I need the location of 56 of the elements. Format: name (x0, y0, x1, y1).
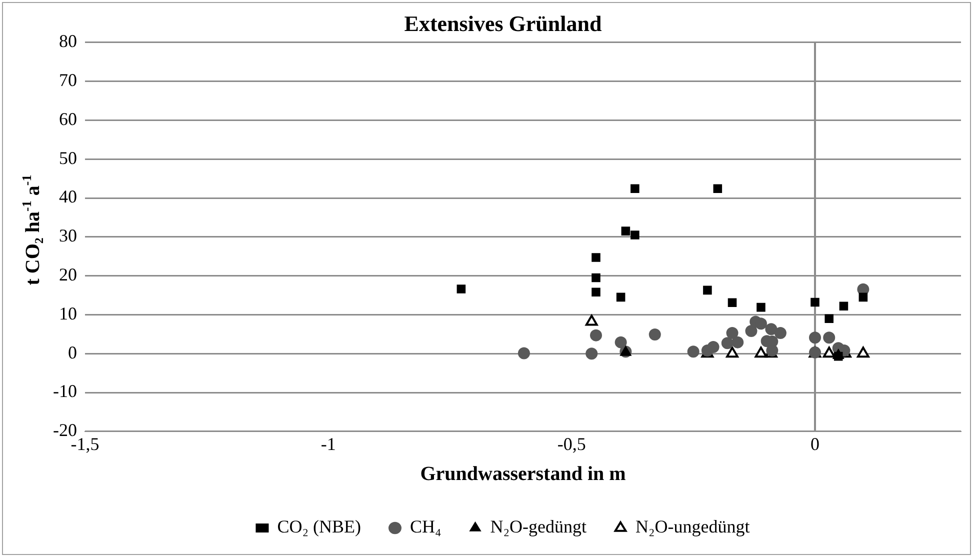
legend-label: N₂O-ungedüngt (636, 516, 750, 537)
y-tick-label: 0 (68, 342, 77, 362)
x-tick-label: -1 (320, 434, 336, 454)
point (726, 326, 738, 339)
chart-title: Extensives Grünland (404, 10, 602, 36)
point (616, 292, 626, 302)
point (756, 302, 766, 312)
point (726, 346, 738, 358)
point (765, 323, 778, 336)
legend-label: CO₂ (NBE) (277, 516, 361, 537)
point (732, 336, 744, 348)
y-tick-label: 60 (58, 108, 77, 129)
point (592, 288, 600, 297)
point (721, 337, 734, 350)
point (614, 336, 627, 348)
point (630, 230, 640, 240)
x-tick-label: 0 (810, 434, 820, 454)
point (518, 347, 530, 360)
point (621, 226, 630, 236)
y-tick-label: 70 (58, 70, 77, 90)
point (774, 326, 786, 339)
point (832, 349, 844, 360)
legend-label: CH₄ (410, 516, 442, 537)
point (703, 286, 712, 295)
point (585, 314, 598, 326)
point (839, 302, 848, 311)
point (822, 346, 836, 358)
point (824, 314, 834, 323)
point (823, 332, 836, 344)
y-tick-label: 50 (58, 148, 77, 168)
point (810, 298, 820, 307)
point (592, 273, 600, 282)
y-tick-label: 20 (58, 264, 77, 285)
point (754, 346, 768, 358)
point (728, 298, 737, 308)
point (707, 340, 720, 353)
x-tick-label: -0,5 (557, 434, 586, 454)
point (592, 253, 600, 262)
point (687, 346, 700, 358)
y-tick-label: 10 (58, 303, 77, 324)
y-tick-label: 40 (58, 186, 77, 207)
point (713, 184, 722, 194)
point (745, 325, 758, 338)
point (856, 346, 870, 358)
y-tick-label: 30 (58, 226, 77, 246)
point (648, 328, 661, 341)
point (590, 329, 602, 342)
point (630, 184, 640, 194)
point (586, 348, 598, 360)
y-tick-label: 80 (58, 31, 77, 52)
point (858, 292, 868, 302)
point (456, 284, 466, 294)
point (809, 332, 821, 344)
y-tick-label: -10 (52, 381, 77, 402)
legend-label: N₂O-gedüngt (490, 516, 587, 537)
x-axis-title: Grundwasserstand in m (420, 463, 626, 486)
